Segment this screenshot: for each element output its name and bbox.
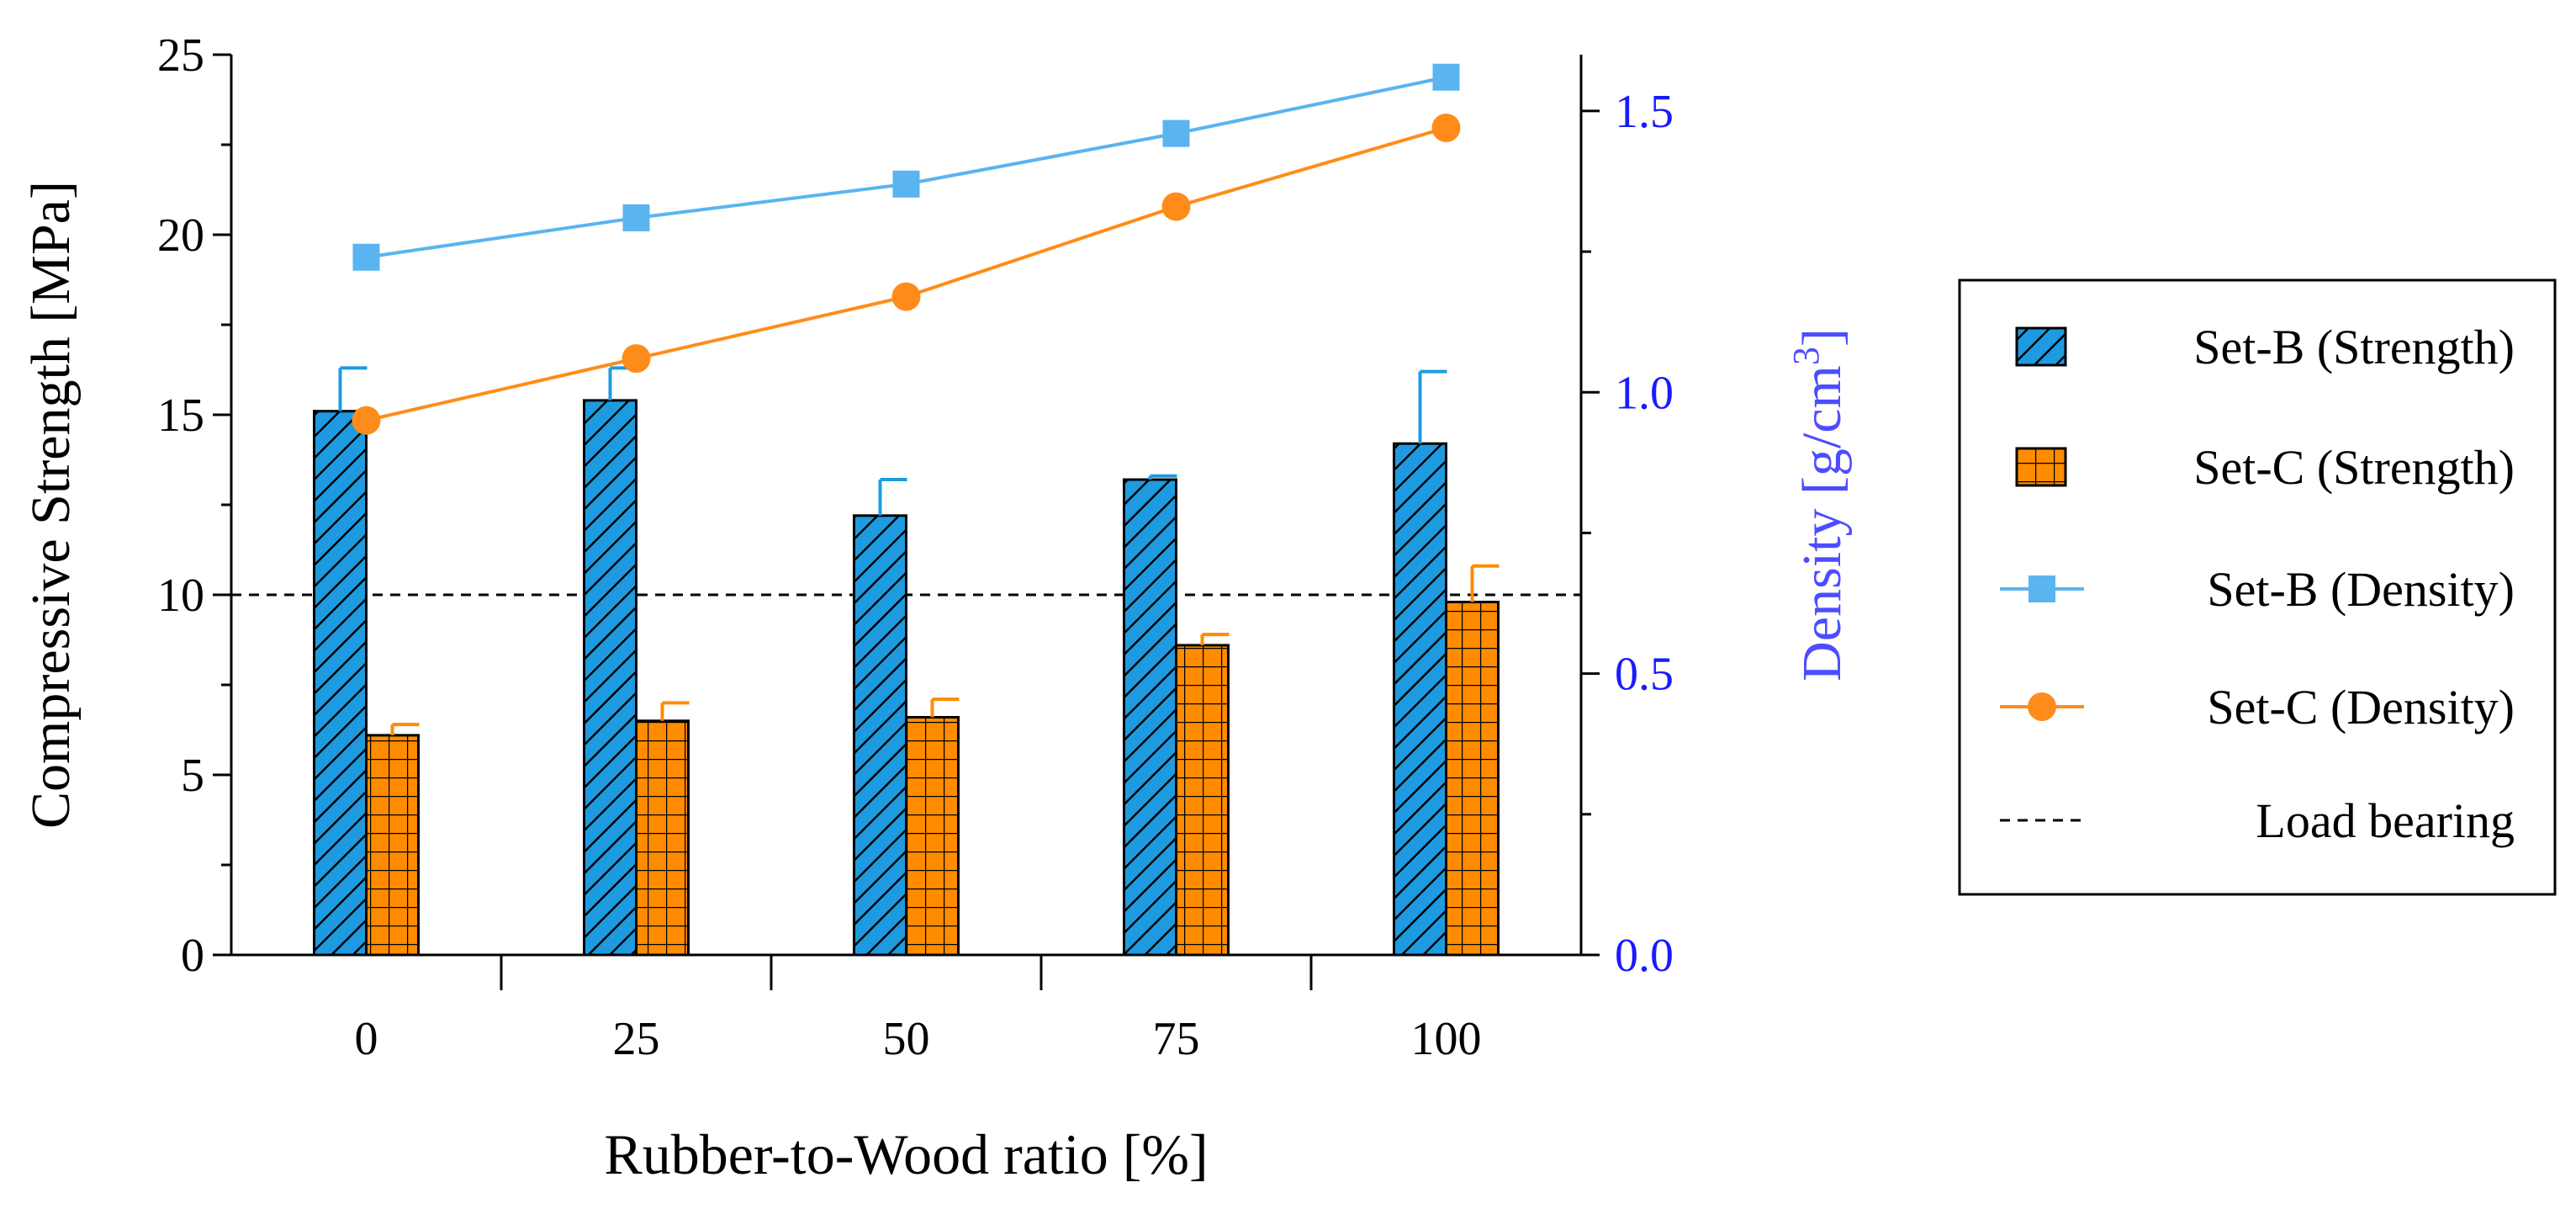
bar-set-b [313,410,368,957]
legend-set-c-density-marker [2028,692,2056,721]
legend-load-bearing-label: Load bearing [2256,793,2515,848]
line-set-b-density [366,75,1447,259]
marker-circle-set-c [352,406,381,435]
bar-set-b [1393,442,1447,957]
x-tick-label: 75 [1153,1013,1200,1065]
marker-circle-set-c [1161,192,1191,221]
bar-set-c [635,719,690,957]
bar-set-b [583,399,637,957]
y2-tick-label: 1.5 [1615,86,1674,138]
y2-tick-label: 0.5 [1615,649,1674,701]
y-tick-label: 15 [157,390,204,442]
marker-square-set-b [1432,63,1460,91]
y-tick-label: 20 [157,209,204,262]
marker-circle-set-c [891,282,921,311]
legend-set-c-strength-swatch [2015,447,2067,487]
y2-axis-title-prefix: Density [g/cm [1791,365,1853,681]
y2-axis-title-suffix: ] [1791,328,1853,347]
y2-tick-label: 1.0 [1615,367,1674,419]
y-tick-label: 25 [157,29,204,82]
bar-set-c [365,734,420,957]
y-tick-label: 5 [181,750,204,802]
x-tick-label: 0 [355,1013,378,1065]
axes: 0 5 10 15 20 25 0.0 0.5 1.0 1.5 0 25 50 75 100 Rubber-t… [20,29,1853,1186]
bar-set-b [1123,478,1177,957]
x-tick-label: 100 [1411,1013,1482,1065]
legend-set-b-density-label: Set-B (Density) [2207,562,2515,617]
marker-square-set-b [352,243,380,271]
legend-set-c-density-label: Set-C (Density) [2207,680,2515,734]
y2-axis-title-sup: 3 [1785,347,1827,365]
x-axis-title: Rubber-to-Wood ratio [%] [604,1122,1208,1186]
marker-square-set-b [622,204,650,231]
y2-axis-title: Density [g/cm3] [1785,328,1853,681]
bar-set-c [1175,644,1230,957]
y-tick-label: 0 [181,930,204,982]
legend-set-b-density-marker [2029,575,2055,602]
bar-set-b [853,514,907,957]
x-tick-label: 25 [613,1013,660,1065]
marker-square-set-b [892,170,920,198]
x-tick-label: 50 [883,1013,930,1065]
plot-area [231,63,1581,957]
marker-circle-set-c [622,344,651,374]
legend-set-b-strength-label: Set-B (Strength) [2193,320,2515,374]
marker-circle-set-c [1431,113,1461,142]
legend: Set-B (Strength) Set-C (Strength) Set-B (D… [1958,278,2557,896]
legend-set-c-strength-label: Set-C (Strength) [2193,440,2515,495]
y-tick-label: 10 [157,570,204,622]
y2-tick-label: 0.0 [1615,930,1674,982]
bar-set-c [1445,601,1500,957]
bar-set-c [905,716,960,957]
y-axis-title: Compressive Strength [MPa] [20,181,82,829]
legend-set-b-strength-swatch [2015,326,2067,367]
marker-square-set-b [1162,119,1190,147]
